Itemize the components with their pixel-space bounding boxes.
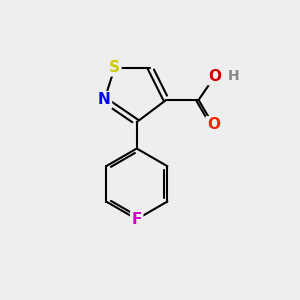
Text: H: H xyxy=(228,69,240,83)
Text: O: O xyxy=(207,118,220,133)
Text: F: F xyxy=(132,212,142,227)
Text: O: O xyxy=(208,69,221,84)
Text: N: N xyxy=(98,92,111,107)
Text: S: S xyxy=(109,60,120,75)
